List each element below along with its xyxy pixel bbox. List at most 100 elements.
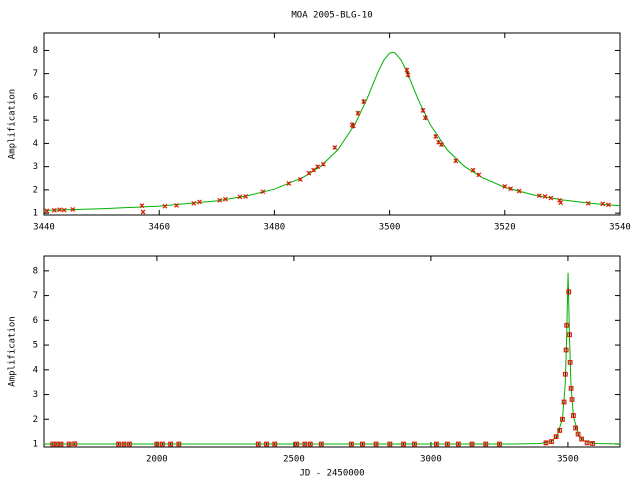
- data-point: [549, 439, 554, 444]
- data-point: [543, 440, 549, 446]
- data-point: [553, 434, 559, 440]
- data-point: [564, 322, 570, 328]
- data-point: [217, 197, 223, 203]
- data-point: [311, 167, 316, 173]
- data-point: [606, 202, 611, 208]
- data-point: [307, 441, 313, 447]
- data-point: [174, 203, 179, 208]
- data-point: [566, 289, 572, 295]
- data-point: [70, 206, 76, 212]
- x-tick-label: 3480: [264, 223, 286, 233]
- data-point: [560, 416, 565, 422]
- data-point: [508, 186, 513, 192]
- data-point: [585, 200, 591, 206]
- data-point: [548, 195, 554, 201]
- data-point: [420, 107, 426, 113]
- y-tick-label: 7: [33, 291, 38, 301]
- data-point: [243, 193, 249, 199]
- y-tick-label: 1: [33, 440, 38, 450]
- data-point: [404, 67, 410, 73]
- data-point: [497, 441, 502, 447]
- data-point: [66, 441, 72, 447]
- data-point: [455, 441, 461, 447]
- x-tick-label: 3460: [148, 223, 170, 233]
- data-point: [516, 188, 522, 194]
- data-point: [272, 441, 278, 447]
- data-point: [360, 441, 365, 447]
- data-point: [264, 441, 269, 447]
- data-point: [387, 441, 393, 447]
- data-point: [320, 161, 326, 167]
- data-point: [315, 164, 321, 170]
- data-point: [573, 425, 579, 431]
- data-point: [350, 123, 356, 129]
- data-point: [571, 413, 576, 418]
- data-point: [286, 180, 292, 186]
- data-point: [561, 399, 567, 405]
- data-point: [197, 199, 202, 205]
- data-point: [557, 428, 563, 433]
- data-point: [439, 142, 444, 147]
- plot-frame: [43, 255, 621, 448]
- data-point: [61, 207, 67, 213]
- data-point: [469, 441, 475, 447]
- data-point: [294, 441, 300, 447]
- data-point: [176, 441, 182, 447]
- y-tick-label: 2: [33, 415, 38, 425]
- data-point: [470, 167, 476, 173]
- x-tick-label: 3520: [494, 223, 516, 233]
- chart-title: MOA 2005-BLG-10: [291, 11, 372, 21]
- x-tick-label: 3500: [379, 223, 401, 233]
- data-point: [444, 441, 450, 447]
- data-point: [558, 200, 564, 206]
- y-tick-label: 8: [33, 266, 38, 276]
- data-point: [306, 170, 312, 176]
- data-point: [297, 177, 303, 182]
- data-point: [355, 110, 361, 116]
- data-point: [116, 441, 121, 447]
- data-point: [579, 436, 585, 442]
- y-tick-label: 6: [33, 92, 38, 102]
- y-tick-label: 4: [33, 139, 38, 149]
- y-tick-label: 5: [33, 341, 38, 351]
- data-point: [483, 441, 489, 447]
- data-point: [453, 158, 459, 164]
- x-tick-label: 2000: [146, 455, 168, 465]
- data-point: [44, 208, 50, 214]
- data-point: [536, 193, 542, 199]
- data-point: [562, 371, 568, 377]
- y-tick-label: 1: [33, 209, 38, 219]
- y-tick-label: 5: [33, 116, 38, 126]
- data-point: [563, 347, 569, 353]
- y-axis-label: Amplification: [8, 89, 18, 159]
- data-point: [260, 189, 266, 195]
- data-point: [542, 193, 548, 199]
- data-point: [405, 72, 411, 78]
- model-curve: [43, 51, 621, 211]
- data-point: [168, 441, 173, 447]
- data-point: [237, 194, 243, 200]
- data-point: [72, 441, 78, 447]
- data-point: [412, 441, 417, 447]
- y-tick-label: 2: [33, 185, 38, 195]
- y-tick-label: 4: [33, 365, 38, 375]
- data-point: [255, 441, 261, 447]
- x-tick-label: 3000: [420, 455, 442, 465]
- data-point: [361, 99, 367, 104]
- data-point: [332, 145, 338, 151]
- data-point: [159, 441, 165, 447]
- x-tick-label: 3500: [557, 455, 579, 465]
- data-point: [121, 441, 127, 447]
- x-tick-label: 3440: [33, 223, 55, 233]
- data-point: [567, 332, 572, 338]
- plot-frame: [43, 32, 621, 216]
- data-point: [373, 441, 379, 447]
- x-axis-label: JD - 2450000: [299, 469, 364, 479]
- data-point: [349, 441, 354, 447]
- y-tick-label: 3: [33, 162, 38, 172]
- data-point: [600, 201, 606, 207]
- y-tick-label: 8: [33, 46, 38, 56]
